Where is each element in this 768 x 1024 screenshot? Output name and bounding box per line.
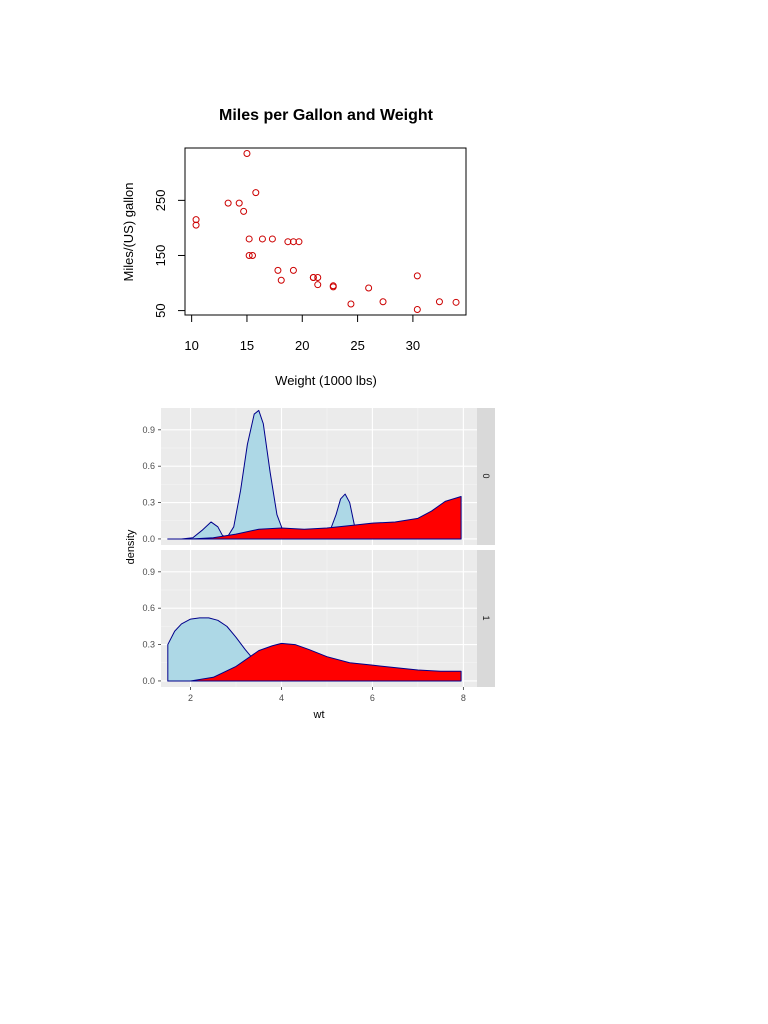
y-axis: 50 150 250	[153, 190, 185, 318]
scatter-point	[240, 207, 248, 215]
density-areas	[167, 409, 462, 540]
chart-title: Miles per Gallon and Weight	[219, 107, 434, 124]
y-tick-label: 50	[153, 303, 168, 317]
y-tick-label: 0.0	[142, 534, 155, 544]
x-tick-label: 20	[295, 338, 309, 353]
scatter-point	[274, 266, 282, 274]
scatter-point	[245, 251, 253, 259]
y-tick-label: 0.3	[142, 640, 155, 650]
scatter-point	[309, 274, 317, 282]
scatter-point	[314, 274, 322, 282]
scatter-point	[435, 298, 443, 306]
x-tick-label: 6	[370, 693, 375, 703]
scatter-plot-box	[184, 147, 467, 316]
scatter-point	[224, 199, 232, 207]
density-areas	[167, 617, 462, 682]
x-tick-label: 10	[184, 338, 198, 353]
scatter-point	[243, 150, 251, 158]
x-axis-label: Weight (1000 lbs)	[275, 373, 377, 388]
x-axis: 2 4 6 8	[188, 687, 466, 703]
scatter-point	[258, 235, 266, 243]
scatter-point	[248, 251, 256, 259]
scatter-point	[289, 266, 297, 274]
y-axis-label: density	[125, 529, 137, 564]
strip-background	[477, 550, 495, 687]
scatter-point	[413, 305, 421, 313]
x-tick-label: 25	[350, 338, 364, 353]
scatter-point	[252, 189, 260, 197]
y-axis-label: Miles/(US) gallon	[121, 183, 136, 282]
scatter-point	[379, 298, 387, 306]
x-tick-label: 2	[188, 693, 193, 703]
scatter-chart: Miles per Gallon and Weight 10 15 20 25 30 5…	[121, 107, 467, 388]
y-tick-label: 250	[153, 190, 168, 212]
scatter-points	[192, 150, 460, 313]
y-tick-label: 0.3	[142, 498, 155, 508]
x-axis-label: wt	[313, 709, 325, 721]
y-tick-label: 0.6	[142, 461, 155, 471]
density-chart: 0 0.0 0.3 0.6 0.9 1 0.0 0.3 0.6 0.9 2 4 6 8 wt de…	[125, 408, 495, 721]
scatter-point	[314, 281, 322, 289]
y-tick-label: 0.9	[142, 425, 155, 435]
scatter-point	[268, 235, 276, 243]
scatter-point	[413, 272, 421, 280]
scatter-point	[295, 238, 303, 246]
scatter-point	[245, 235, 253, 243]
x-tick-label: 4	[279, 693, 284, 703]
scatter-point	[329, 282, 337, 290]
scatter-point	[452, 298, 460, 306]
density-area	[167, 642, 462, 682]
x-tick-label: 8	[461, 693, 466, 703]
facet-panel-1: 1 0.0 0.3 0.6 0.9	[142, 550, 495, 687]
scatter-point	[277, 276, 285, 284]
scatter-point	[347, 300, 355, 308]
strip-label: 1	[481, 615, 491, 620]
x-tick-label: 15	[240, 338, 254, 353]
y-axis: 0.0 0.3 0.6 0.9	[142, 425, 161, 544]
scatter-point	[235, 199, 243, 207]
strip-background	[477, 408, 495, 545]
x-tick-label: 30	[406, 338, 420, 353]
y-tick-label: 0.6	[142, 603, 155, 613]
x-axis: 10 15 20 25 30	[184, 314, 420, 353]
y-axis: 0.0 0.3 0.6 0.9	[142, 567, 161, 686]
facet-panel-0: 0 0.0 0.3 0.6 0.9	[142, 408, 495, 545]
scatter-point	[192, 221, 200, 229]
strip-label: 0	[481, 473, 491, 478]
y-tick-label: 0.9	[142, 567, 155, 577]
y-tick-label: 0.0	[142, 676, 155, 686]
y-tick-label: 150	[153, 245, 168, 267]
density-area	[167, 496, 462, 540]
scatter-point	[365, 284, 373, 292]
